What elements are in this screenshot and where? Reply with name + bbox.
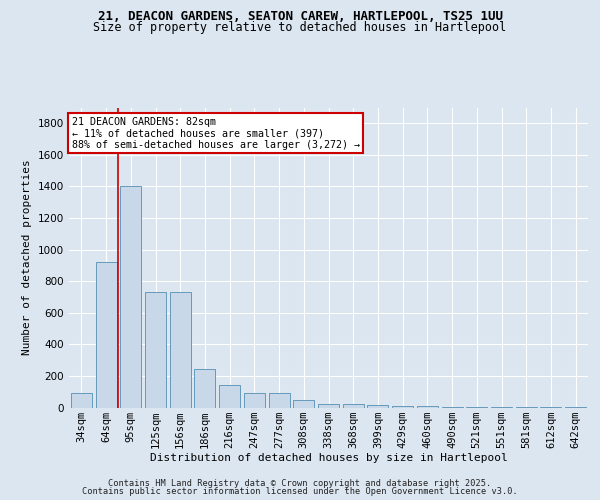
Bar xyxy=(194,369,215,408)
Text: 21, DEACON GARDENS, SEATON CAREW, HARTLEPOOL, TS25 1UU: 21, DEACON GARDENS, SEATON CAREW, HARTLE… xyxy=(97,10,503,23)
Bar xyxy=(219,384,240,407)
Bar xyxy=(170,292,191,408)
Bar xyxy=(367,405,388,407)
Bar xyxy=(343,404,364,407)
Bar xyxy=(269,394,290,407)
Text: Size of property relative to detached houses in Hartlepool: Size of property relative to detached ho… xyxy=(94,21,506,34)
Text: Contains public sector information licensed under the Open Government Licence v3: Contains public sector information licen… xyxy=(82,487,518,496)
Bar xyxy=(565,406,586,408)
Bar xyxy=(293,400,314,407)
Bar xyxy=(145,292,166,408)
Y-axis label: Number of detached properties: Number of detached properties xyxy=(22,160,32,356)
Bar xyxy=(71,394,92,407)
Bar xyxy=(318,404,339,407)
Text: Contains HM Land Registry data © Crown copyright and database right 2025.: Contains HM Land Registry data © Crown c… xyxy=(109,478,491,488)
Bar xyxy=(392,406,413,407)
Bar xyxy=(95,262,116,408)
Bar xyxy=(417,406,438,407)
Bar xyxy=(491,406,512,408)
Text: 21 DEACON GARDENS: 82sqm
← 11% of detached houses are smaller (397)
88% of semi-: 21 DEACON GARDENS: 82sqm ← 11% of detach… xyxy=(71,116,359,150)
Bar xyxy=(516,406,537,408)
Bar xyxy=(120,186,141,408)
Bar xyxy=(244,394,265,407)
X-axis label: Distribution of detached houses by size in Hartlepool: Distribution of detached houses by size … xyxy=(149,454,508,464)
Bar xyxy=(442,406,463,408)
Bar xyxy=(466,406,487,408)
